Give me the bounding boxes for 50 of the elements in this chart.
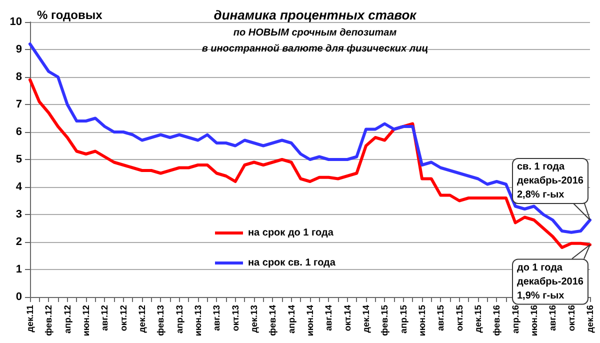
x-tick-label: дек.16 — [585, 305, 595, 333]
x-tick-label: июн.13 — [193, 305, 203, 336]
y-tick-label: 5 — [16, 154, 22, 166]
x-tick-label: июн.16 — [529, 305, 539, 336]
y-tick-label: 1 — [16, 264, 22, 276]
y-tick-label: 0 — [16, 291, 22, 303]
y-tick-label: 10 — [10, 16, 22, 28]
text: по НОВЫМ срочным депозитам в иностранной валюте для физических лиц — [202, 28, 428, 54]
x-tick-label: апр.16 — [510, 305, 520, 334]
x-tick-label: фев.15 — [380, 305, 390, 336]
x-tick-label: апр.13 — [174, 305, 184, 334]
x-tick-label: окт.16 — [566, 305, 576, 332]
x-tick-label: июн.12 — [81, 305, 91, 336]
x-tick-label: фев.14 — [268, 305, 278, 336]
x-tick-label: авг.13 — [212, 305, 222, 331]
x-tick-label: дек.15 — [473, 305, 483, 333]
x-tick-label: авг.14 — [324, 305, 334, 331]
x-tick-label: окт.13 — [230, 305, 240, 332]
x-tick-label: дек.13 — [249, 305, 259, 333]
line-series — [28, 78, 592, 249]
annotation: св. 1 года декабрь-2016 2,8% г-ых — [517, 162, 584, 200]
y-tick-label: 2 — [16, 236, 22, 248]
legend-label: на срок св. 1 года — [248, 258, 336, 268]
x-tick-label: авг.16 — [548, 305, 558, 331]
x-tick-label: окт.14 — [342, 305, 352, 332]
x-tick-label: июн.15 — [417, 305, 427, 336]
x-tick-label: апр.15 — [398, 305, 408, 334]
x-tick-label: фев.16 — [492, 305, 502, 336]
x-tick-label: авг.15 — [436, 305, 446, 331]
annotation: до 1 года декабрь-2016 1,9% г-ых — [517, 262, 584, 302]
x-tick-label: окт.15 — [454, 305, 464, 332]
y-axis-title: % годовых — [37, 8, 103, 22]
x-tick-label: дек.11 — [25, 305, 35, 332]
y-tick-label: 6 — [16, 126, 22, 138]
legend-label: на срок до 1 года — [248, 228, 334, 238]
y-tick-label: 9 — [16, 44, 22, 56]
x-tick-label: фев.12 — [44, 305, 54, 336]
y-tick-label: 7 — [16, 98, 22, 110]
y-tick-label: 4 — [16, 181, 23, 193]
x-tick-label: авг.12 — [100, 305, 110, 331]
x-tick-label: апр.12 — [62, 305, 72, 334]
x-tick-label: дек.14 — [361, 305, 371, 333]
x-tick-label: окт.12 — [118, 305, 128, 332]
x-tick-label: фев.13 — [156, 305, 166, 336]
x-tick-label: июн.14 — [305, 305, 315, 336]
x-tick-label: апр.14 — [286, 305, 296, 334]
chart-title: динамика процентных ставок — [214, 8, 418, 22]
y-tick-label: 8 — [16, 71, 22, 83]
y-tick-label: 3 — [16, 208, 22, 220]
x-tick-label: дек.12 — [137, 305, 147, 333]
